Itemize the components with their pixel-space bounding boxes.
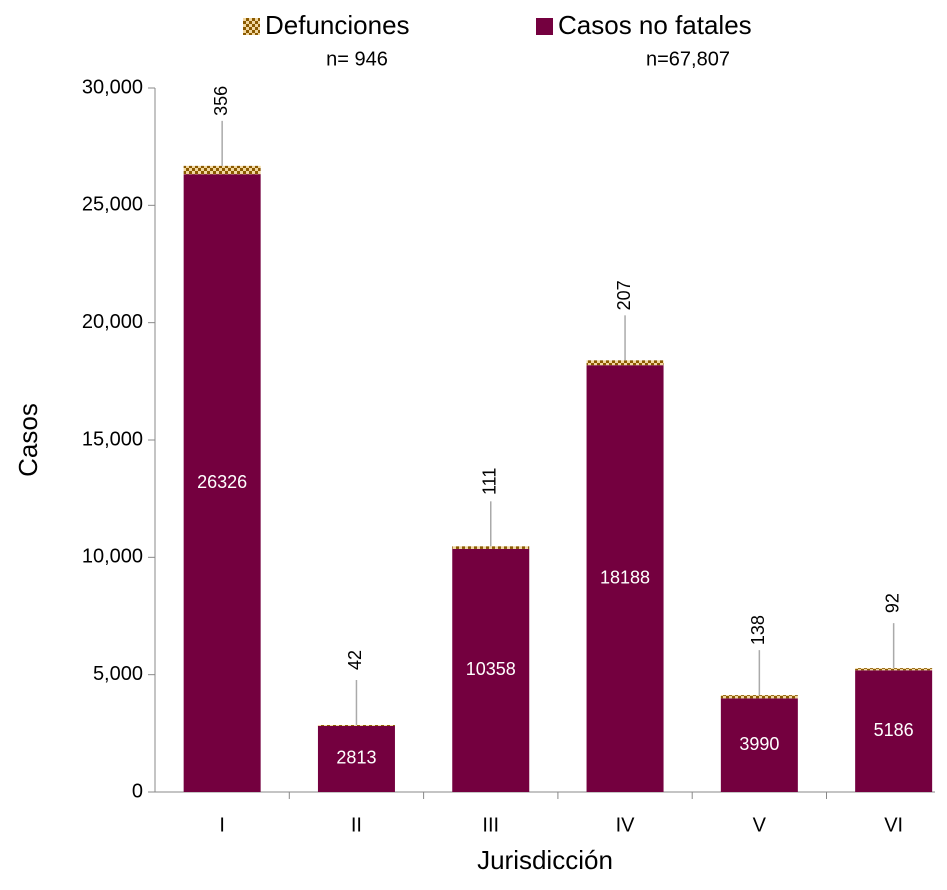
x-tick-label: IV bbox=[616, 814, 636, 836]
y-tick-label: 15,000 bbox=[82, 428, 143, 450]
data-label: 138 bbox=[748, 615, 768, 645]
bar-segment bbox=[720, 698, 798, 792]
y-tick-label: 20,000 bbox=[82, 311, 143, 333]
x-tick-label: II bbox=[351, 814, 362, 836]
bar-segment bbox=[317, 725, 395, 792]
y-tick-label: 30,000 bbox=[82, 76, 143, 98]
bar-segment bbox=[183, 174, 261, 792]
data-label: 5186 bbox=[874, 720, 914, 740]
data-label: 111 bbox=[480, 468, 500, 495]
y-tick-label: 5,000 bbox=[93, 663, 143, 685]
y-tick-label: 0 bbox=[132, 780, 143, 802]
bar-segment bbox=[452, 546, 530, 549]
bar-segment bbox=[720, 695, 798, 699]
bar-segment bbox=[452, 548, 530, 792]
bar-segment bbox=[586, 360, 664, 366]
data-label: 207 bbox=[614, 280, 634, 310]
bar-segment bbox=[855, 670, 933, 792]
data-label: 10358 bbox=[466, 659, 516, 679]
data-label: 26326 bbox=[197, 472, 247, 492]
legend-swatch bbox=[536, 18, 553, 35]
data-label: 92 bbox=[882, 593, 902, 613]
y-tick-label: 25,000 bbox=[82, 194, 143, 216]
data-label: 18188 bbox=[600, 567, 650, 587]
legend-label: Defunciones bbox=[265, 10, 410, 40]
x-axis-label: Jurisdicción bbox=[477, 845, 613, 875]
legend-note: n= 946 bbox=[326, 48, 388, 70]
legend-label: Casos no fatales bbox=[558, 10, 752, 40]
x-tick-label: VI bbox=[884, 814, 903, 836]
bar-segment bbox=[183, 165, 261, 175]
data-label: 3990 bbox=[739, 734, 779, 754]
data-label: 42 bbox=[345, 650, 365, 670]
bar-segment bbox=[586, 365, 664, 792]
legend-swatch bbox=[243, 18, 260, 35]
data-label: 2813 bbox=[336, 748, 376, 768]
data-label: 356 bbox=[211, 86, 231, 116]
y-axis-label: Casos bbox=[13, 403, 43, 477]
x-tick-label: III bbox=[482, 814, 499, 836]
bar-segment bbox=[855, 668, 933, 671]
bar-segment bbox=[317, 725, 395, 726]
y-tick-label: 10,000 bbox=[82, 546, 143, 568]
x-tick-label: I bbox=[219, 814, 225, 836]
x-tick-label: V bbox=[753, 814, 767, 836]
legend-note: n=67,807 bbox=[646, 48, 730, 70]
